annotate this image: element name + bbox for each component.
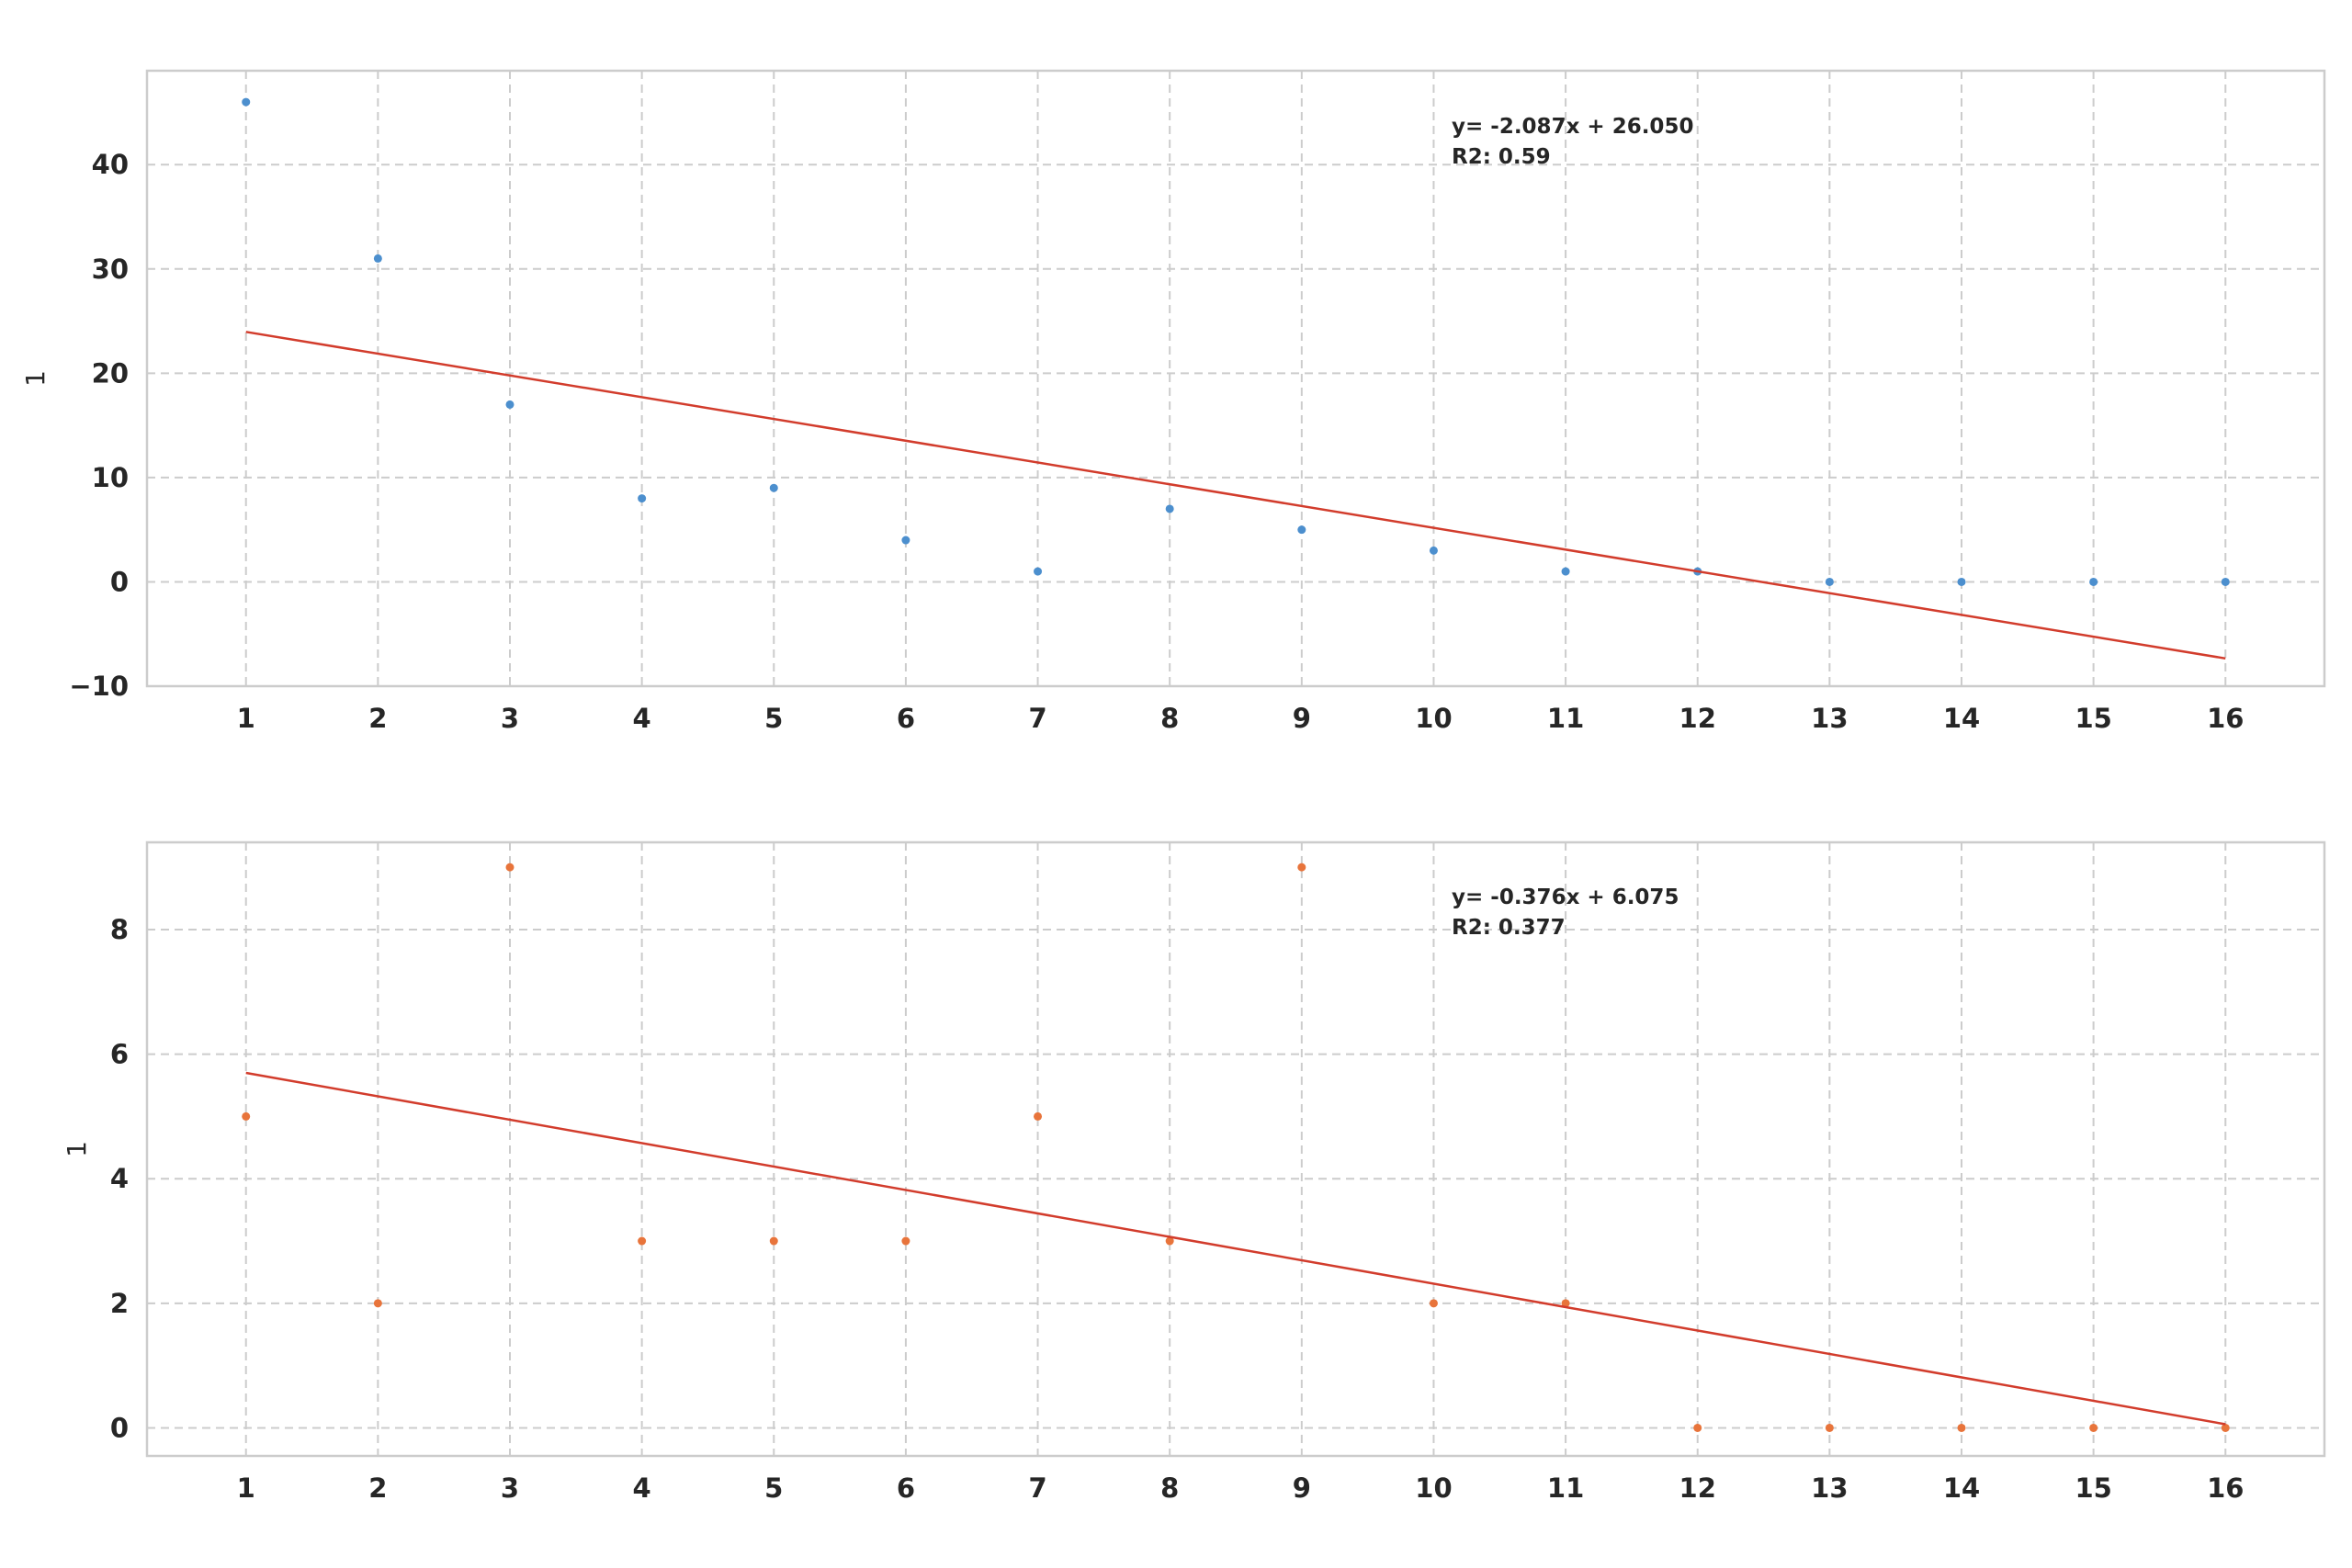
regression-equation: y= -0.376x + 6.075 xyxy=(1452,886,1679,909)
data-point xyxy=(2221,577,2230,586)
data-point xyxy=(2089,1423,2098,1432)
x-tick-label: 8 xyxy=(1160,1472,1179,1504)
y-tick-label: 2 xyxy=(110,1288,129,1319)
data-point xyxy=(505,400,514,409)
x-tick-label: 4 xyxy=(633,703,651,734)
x-tick-label: 6 xyxy=(897,703,915,734)
x-tick-label: 7 xyxy=(1028,1472,1046,1504)
x-tick-label: 3 xyxy=(501,703,519,734)
x-tick-label: 5 xyxy=(764,703,783,734)
data-point xyxy=(1297,863,1306,872)
data-point xyxy=(1429,1299,1438,1308)
y-tick-label: 4 xyxy=(110,1163,129,1194)
data-point xyxy=(638,1236,647,1246)
plot-frame xyxy=(145,840,2326,1458)
data-point xyxy=(242,1111,251,1121)
x-tick-label: 1 xyxy=(237,1472,255,1504)
x-tick-label: 6 xyxy=(897,1472,915,1504)
data-point xyxy=(373,254,382,263)
data-point xyxy=(1034,567,1043,576)
x-tick-label: 8 xyxy=(1160,703,1179,734)
regression-line xyxy=(245,331,2226,660)
data-point xyxy=(769,483,778,492)
data-point xyxy=(1034,1111,1043,1121)
x-tick-label: 3 xyxy=(501,1472,519,1504)
data-point xyxy=(1693,1423,1702,1432)
data-point xyxy=(638,494,647,503)
data-point xyxy=(1561,1299,1570,1308)
x-tick-label: 10 xyxy=(1415,1472,1452,1504)
data-point xyxy=(1957,1423,1966,1432)
x-tick-label: 7 xyxy=(1028,703,1046,734)
y-tick-label: 30 xyxy=(92,254,129,285)
y-tick-label: −10 xyxy=(69,671,129,702)
x-tick-label: 9 xyxy=(1293,703,1311,734)
x-tick-label: 14 xyxy=(1943,703,1980,734)
data-point xyxy=(505,863,514,872)
data-point xyxy=(1825,577,1834,586)
data-point xyxy=(769,1236,778,1246)
data-point xyxy=(901,536,910,545)
data-point xyxy=(1165,504,1174,513)
x-tick-label: 11 xyxy=(1547,1472,1584,1504)
x-tick-label: 11 xyxy=(1547,703,1584,734)
data-point xyxy=(1165,1236,1174,1246)
data-point xyxy=(2221,1423,2230,1432)
r-squared-label: R2: 0.59 xyxy=(1452,145,1551,169)
x-tick-label: 5 xyxy=(764,1472,783,1504)
x-tick-label: 4 xyxy=(633,1472,651,1504)
data-point xyxy=(1825,1423,1834,1432)
data-point xyxy=(1957,577,1966,586)
x-tick-label: 10 xyxy=(1415,703,1452,734)
plot-frame xyxy=(145,69,2326,688)
data-point xyxy=(1561,567,1570,576)
x-tick-label: 16 xyxy=(2207,703,2244,734)
x-tick-label: 14 xyxy=(1943,1472,1980,1504)
y-tick-label: 6 xyxy=(110,1039,129,1070)
y-tick-label: 0 xyxy=(110,1412,129,1443)
x-tick-label: 2 xyxy=(368,1472,387,1504)
x-tick-label: 9 xyxy=(1293,1472,1311,1504)
x-tick-label: 13 xyxy=(1811,703,1848,734)
data-point xyxy=(1297,525,1306,535)
x-tick-label: 1 xyxy=(237,703,255,734)
y-tick-label: 0 xyxy=(110,566,129,597)
y-tick-label: 8 xyxy=(110,914,129,945)
regression-equation: y= -2.087x + 26.050 xyxy=(1452,115,1693,139)
x-tick-label: 15 xyxy=(2075,1472,2111,1504)
y-axis-label: 1 xyxy=(62,1141,92,1157)
y-tick-label: 40 xyxy=(92,149,129,180)
r-squared-label: R2: 0.377 xyxy=(1452,916,1566,940)
x-tick-label: 12 xyxy=(1679,1472,1716,1504)
data-point xyxy=(1429,546,1438,555)
data-point xyxy=(373,1299,382,1308)
y-axis-label: 1 xyxy=(20,370,51,387)
data-point xyxy=(242,97,251,107)
x-tick-label: 13 xyxy=(1811,1472,1848,1504)
regression-line xyxy=(245,1071,2226,1426)
x-tick-label: 2 xyxy=(368,703,387,734)
y-tick-label: 20 xyxy=(92,357,129,389)
x-tick-label: 12 xyxy=(1679,703,1716,734)
x-tick-label: 15 xyxy=(2075,703,2111,734)
x-tick-label: 16 xyxy=(2207,1472,2244,1504)
data-point xyxy=(901,1236,910,1246)
data-point xyxy=(2089,577,2098,586)
y-tick-label: 10 xyxy=(92,462,129,493)
